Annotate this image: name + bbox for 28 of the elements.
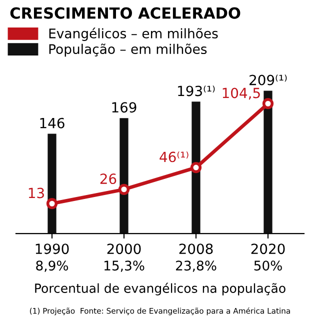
bar	[264, 90, 272, 234]
bar	[48, 134, 56, 234]
bar	[192, 102, 200, 234]
x-tick-label: 1990	[36, 244, 69, 254]
text: 15,3%	[104, 260, 144, 272]
point	[118, 184, 130, 195]
data-label: 169	[112, 102, 136, 113]
chart-title: CRESCIMENTO ACELERADO	[10, 7, 240, 19]
data-label: 104,5	[222, 88, 260, 100]
text: 8,9%	[36, 260, 68, 272]
data-label: 26	[100, 174, 116, 184]
point	[190, 162, 202, 174]
data-label: 193⁽¹⁾	[178, 86, 215, 96]
x-tick-label: 2000	[107, 244, 141, 254]
data-label: 146	[40, 118, 64, 128]
x-tick-label: 2020	[251, 244, 285, 254]
point	[262, 98, 274, 110]
legend-label: Evangélicos – em milhões	[49, 28, 218, 41]
bar	[120, 118, 128, 234]
data-label: 13	[28, 188, 44, 198]
x-tick-label: 2008	[179, 244, 213, 254]
text: 23,8%	[176, 260, 216, 272]
data-label: 46⁽¹⁾	[160, 152, 188, 162]
legend-label: População – em milhões	[49, 44, 207, 57]
text: 50%	[254, 260, 282, 271]
point	[46, 198, 58, 210]
text: Porcentual de evangélicos na população	[35, 282, 286, 296]
data-label: 209⁽¹⁾	[250, 74, 287, 86]
